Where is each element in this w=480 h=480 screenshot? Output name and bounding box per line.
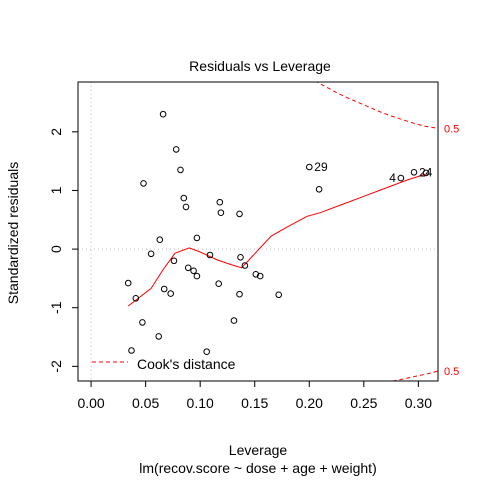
y-tick-label-2: 0 bbox=[48, 245, 64, 253]
cooks-distance-upper-contour bbox=[315, 82, 438, 129]
data-point-14 bbox=[180, 194, 188, 202]
data-point-33 bbox=[306, 163, 313, 171]
data-point-27 bbox=[236, 290, 243, 298]
data-point-12 bbox=[172, 146, 180, 153]
data-point-32 bbox=[275, 291, 283, 299]
x-tick-label-6: 0.30 bbox=[405, 395, 432, 411]
data-point-21 bbox=[206, 251, 214, 259]
data-point-29 bbox=[241, 262, 249, 269]
y-tick-label-1: -1 bbox=[48, 301, 64, 314]
plot-frame bbox=[77, 81, 439, 382]
data-point-19 bbox=[193, 272, 201, 280]
data-point-0 bbox=[124, 279, 132, 287]
data-point-16 bbox=[184, 264, 192, 272]
x-tick-label-1: 0.05 bbox=[132, 395, 159, 411]
x-axis: 0.00 0.05 0.10 0.15 0.20 0.25 0.30 bbox=[77, 380, 432, 411]
data-point-26 bbox=[236, 210, 243, 218]
data-point-2 bbox=[132, 295, 140, 302]
data-point-18 bbox=[193, 234, 201, 242]
data-point-22 bbox=[215, 280, 222, 288]
legend: Cook's distance bbox=[92, 356, 236, 372]
data-point-37 bbox=[422, 169, 430, 177]
x-axis-label: Leverage bbox=[229, 442, 288, 458]
data-point-4 bbox=[140, 180, 147, 187]
smoother-line bbox=[127, 173, 427, 307]
x-tick-label-5: 0.25 bbox=[350, 395, 377, 411]
y-tick-label-4: 2 bbox=[48, 128, 64, 136]
x-tick-label-2: 0.10 bbox=[187, 395, 214, 411]
data-point-20 bbox=[203, 348, 210, 356]
data-point-5 bbox=[147, 250, 155, 258]
chart-title: Residuals vs Leverage bbox=[189, 58, 331, 74]
smoother-polyline bbox=[127, 173, 427, 307]
data-point-9 bbox=[160, 285, 168, 293]
data-point-25 bbox=[230, 317, 238, 324]
data-point-1 bbox=[128, 347, 135, 354]
data-point-30 bbox=[252, 271, 260, 278]
y-tick-label-0: -2 bbox=[48, 360, 64, 373]
data-point-15 bbox=[182, 203, 190, 211]
cooks-level-label-lower: 0.5 bbox=[444, 366, 459, 378]
data-point-10 bbox=[167, 290, 174, 297]
data-point-24 bbox=[217, 209, 225, 216]
point-label-24: 24 bbox=[419, 165, 433, 179]
data-point-7 bbox=[156, 236, 164, 243]
legend-label: Cook's distance bbox=[137, 356, 236, 372]
data-point-11 bbox=[170, 257, 178, 265]
data-point-23 bbox=[216, 198, 224, 206]
x-axis-sublabel: lm(recov.score ~ dose + age + weight) bbox=[139, 460, 376, 476]
data-points bbox=[124, 110, 430, 356]
data-point-35 bbox=[397, 174, 405, 182]
cooks-level-label-upper: 0.5 bbox=[444, 123, 459, 135]
data-point-8 bbox=[159, 110, 167, 118]
data-point-6 bbox=[155, 333, 162, 340]
data-point-28 bbox=[237, 253, 244, 261]
reference-lines bbox=[78, 82, 438, 381]
y-axis: -2 -1 0 1 2 bbox=[48, 128, 79, 373]
point-labels: 29 4 24 bbox=[314, 160, 432, 185]
x-tick-label-3: 0.15 bbox=[241, 395, 268, 411]
x-tick-label-0: 0.00 bbox=[77, 395, 104, 411]
data-point-17 bbox=[190, 267, 197, 275]
cooks-distance-contours bbox=[315, 82, 438, 381]
y-axis-label: Standardized residuals bbox=[5, 162, 21, 304]
data-point-13 bbox=[177, 166, 184, 174]
x-tick-label-4: 0.20 bbox=[296, 395, 323, 411]
point-label-4: 4 bbox=[389, 171, 396, 185]
point-label-29: 29 bbox=[314, 160, 328, 174]
data-point-34 bbox=[315, 186, 323, 193]
data-point-31 bbox=[256, 272, 264, 280]
data-point-36 bbox=[410, 169, 418, 176]
data-point-3 bbox=[139, 319, 146, 326]
y-tick-label-3: 1 bbox=[48, 186, 64, 194]
